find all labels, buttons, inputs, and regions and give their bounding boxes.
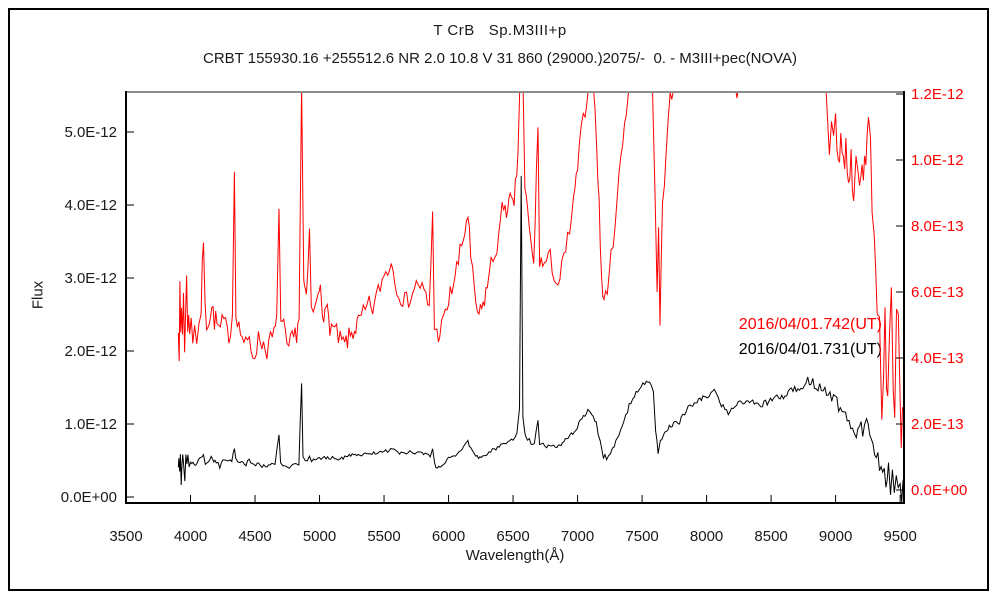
- y-left-tick-label: 0.0E+00: [61, 489, 117, 506]
- y-left-tick-label: 1.0E-12: [64, 416, 117, 433]
- y-right-tick-label: 1.2E-12: [911, 86, 964, 103]
- x-tick-label: 8500: [754, 528, 787, 545]
- y-right-tick-label: 8.0E-13: [911, 218, 964, 235]
- x-axis-label-wavelength: Wavelength(Å): [465, 547, 565, 564]
- x-tick-label: 6500: [496, 528, 529, 545]
- x-tick-label: 5000: [303, 528, 336, 545]
- y-right-tick-label: 2.0E-13: [911, 416, 964, 433]
- spectrum-black-curve: [177, 175, 904, 503]
- x-tick-label: 5500: [367, 528, 400, 545]
- x-tick-label: 4000: [174, 528, 207, 545]
- y-right-tick-label: 6.0E-13: [911, 284, 964, 301]
- y-left-tick-label: 5.0E-12: [64, 124, 117, 141]
- chart-title: T CrB Sp.M3III+p: [433, 22, 567, 39]
- x-tick-label: 7000: [561, 528, 594, 545]
- x-tick-label: 6000: [432, 528, 465, 545]
- legend-entry-black: 2016/04/01.731(UT): [738, 341, 882, 358]
- spectrum-red-curve: [177, 92, 903, 448]
- x-tick-label: 3500: [109, 528, 142, 545]
- y-left-tick-label: 2.0E-12: [64, 343, 117, 360]
- y-right-tick-label: 1.0E-12: [911, 152, 964, 169]
- x-tick-label: 9000: [819, 528, 852, 545]
- x-tick-label: 9500: [883, 528, 916, 545]
- y-right-tick-label: 0.0E+00: [911, 482, 967, 499]
- y-left-tick-label: 3.0E-12: [64, 270, 117, 287]
- legend-entry-red: 2016/04/01.742(UT): [738, 316, 882, 333]
- x-tick-label: 8000: [690, 528, 723, 545]
- x-tick-label: 7500: [625, 528, 658, 545]
- x-tick-label: 4500: [238, 528, 271, 545]
- chart-subtitle: CRBT 155930.16 +255512.6 NR 2.0 10.8 V 3…: [203, 50, 797, 67]
- y-right-tick-label: 4.0E-13: [911, 350, 964, 367]
- y-left-tick-label: 4.0E-12: [64, 197, 117, 214]
